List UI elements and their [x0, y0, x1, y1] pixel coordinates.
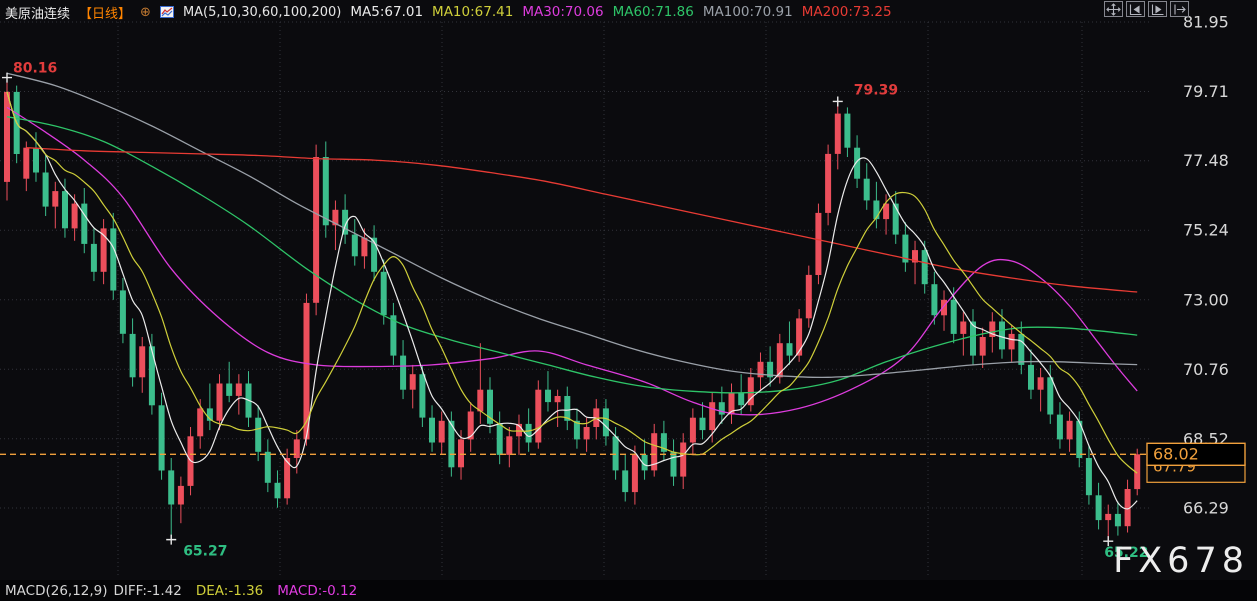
last-price-badge: 68.02: [1146, 442, 1246, 466]
candles-layer: [4, 77, 1141, 542]
diff-value: DIFF:-1.42: [113, 582, 182, 599]
ma5-value: MA5:67.01: [350, 4, 424, 20]
y-axis-label: 73.00: [1183, 290, 1229, 309]
price-annotation: 65.27: [166, 534, 227, 560]
annotation-text: 80.16: [13, 61, 57, 77]
annotation-text: 65.22: [1104, 545, 1148, 561]
y-axis-label: 66.29: [1183, 499, 1229, 518]
macd-value: MACD:-0.12: [277, 582, 358, 599]
move-icon: [1106, 2, 1121, 16]
crosshair-mode-icon[interactable]: ⊕: [140, 4, 151, 20]
y-axis-label: 81.95: [1183, 13, 1229, 32]
header-bar: 美原油连续 【日线】 ⊕ MA(5,10,30,60,100,200) MA5:…: [0, 0, 1257, 22]
y-axis-label: 79.71: [1183, 82, 1229, 101]
fit-start-icon: [1129, 4, 1142, 15]
grid-layer: [0, 21, 1150, 575]
pan-latest-icon: [1174, 4, 1186, 14]
symbol-title: 美原油连续: [5, 6, 71, 22]
y-axis-label: 77.48: [1183, 151, 1229, 170]
ma60-value: MA60:71.86: [612, 4, 694, 20]
chart-type-icon[interactable]: [159, 6, 174, 18]
annotation-text: 79.39: [854, 83, 898, 99]
ma100-value: MA100:70.91: [702, 4, 793, 20]
ma-lines-layer: [6, 72, 1138, 510]
annotation-text: 65.27: [183, 544, 227, 560]
y-axis-label: 75.24: [1183, 221, 1229, 240]
watermark: FX678: [1113, 541, 1249, 581]
fit-end-icon: [1151, 4, 1164, 15]
extreme-cross-marker: [166, 534, 177, 545]
extreme-cross-marker: [1103, 536, 1114, 547]
macd-bar: MACD(26,12,9) DIFF:-1.42 DEA:-1.36 MACD:…: [0, 580, 1257, 601]
y-axis-label: 70.76: [1183, 360, 1229, 379]
ma30-value: MA30:70.06: [522, 4, 604, 20]
price-annotation: 80.16: [2, 61, 57, 83]
extreme-cross-marker: [2, 72, 12, 83]
ma200-value: MA200:73.25: [801, 4, 892, 20]
ma5-line: [6, 91, 1138, 510]
toolbar: [1104, 1, 1189, 17]
ma100-line: [6, 72, 1138, 379]
ma10-value: MA10:67.41: [432, 4, 514, 20]
period-label[interactable]: 【日线】: [79, 6, 132, 22]
svg-text:68.02: 68.02: [1153, 444, 1199, 463]
ma10-line: [6, 91, 1138, 474]
price-annotation: 65.22: [1103, 536, 1148, 561]
ma60-line: [6, 116, 1138, 394]
ma-settings-label[interactable]: MA(5,10,30,60,100,200): [182, 4, 342, 20]
price-annotation: 79.39: [832, 83, 898, 107]
ma200-line: [26, 147, 1138, 293]
macd-settings-label[interactable]: MACD(26,12,9): [5, 582, 108, 599]
fit-end-button[interactable]: [1148, 1, 1167, 17]
fit-start-button[interactable]: [1126, 1, 1145, 17]
move-tool-button[interactable]: [1104, 1, 1123, 17]
ma30-line: [6, 106, 1138, 416]
extreme-cross-marker: [832, 96, 843, 107]
dea-value: DEA:-1.36: [195, 582, 264, 599]
pan-latest-button[interactable]: [1170, 1, 1189, 17]
